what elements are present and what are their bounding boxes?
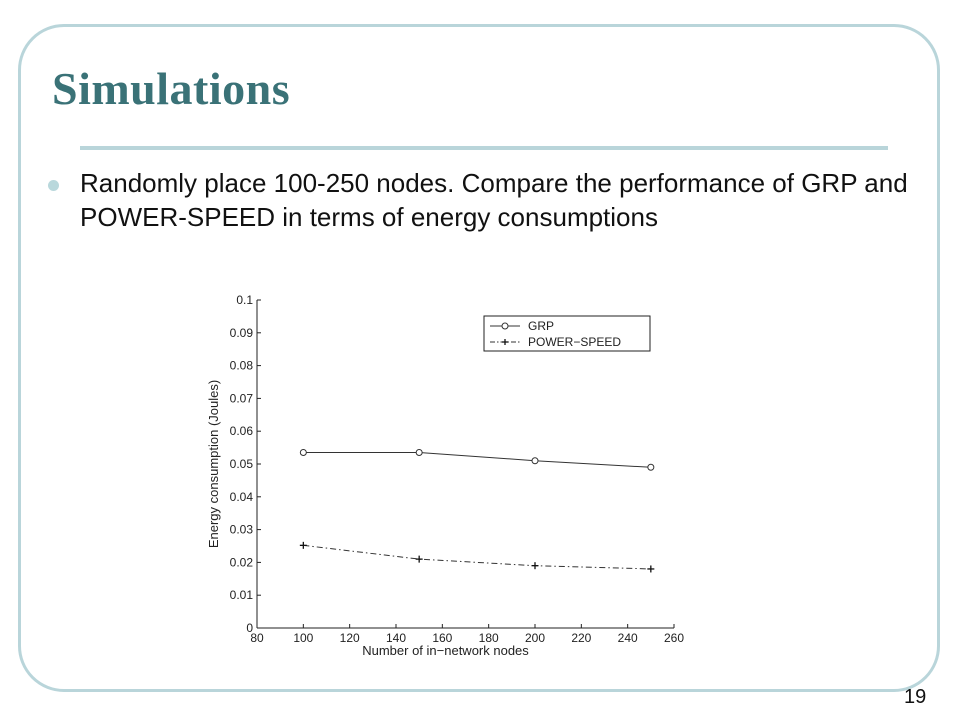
y-tick-label: 0 bbox=[246, 621, 253, 635]
x-tick-label: 100 bbox=[293, 631, 313, 645]
grp-point bbox=[415, 449, 423, 457]
x-tick-label: 140 bbox=[386, 631, 406, 645]
grp-point bbox=[647, 463, 655, 471]
y-tick-label: 0.08 bbox=[230, 359, 254, 373]
bullet-text: Randomly place 100-250 nodes. Compare th… bbox=[80, 168, 908, 232]
energy-chart: 80 100 120 140 160 180 200 220 240 260 0 0.01 0.02 0.… bbox=[206, 293, 684, 658]
x-tick-label: 120 bbox=[340, 631, 360, 645]
y-tick-label: 0.06 bbox=[230, 424, 254, 438]
y-tick-label: 0.03 bbox=[230, 523, 254, 537]
x-axis-label: Number of in−network nodes bbox=[362, 643, 529, 658]
y-tick-label: 0.01 bbox=[230, 588, 254, 602]
y-tick-label: 0.04 bbox=[230, 490, 254, 504]
x-tick-label: 160 bbox=[432, 631, 452, 645]
chart-legend bbox=[483, 315, 651, 352]
power-speed-point bbox=[531, 562, 539, 570]
x-tick-label: 240 bbox=[618, 631, 638, 645]
bullet-dot-icon bbox=[48, 180, 59, 191]
y-tick-label: 0.05 bbox=[230, 457, 254, 471]
y-tick-label: 0.1 bbox=[236, 293, 253, 307]
x-tick-label: 180 bbox=[479, 631, 499, 645]
slide-title: Simulations bbox=[52, 63, 291, 114]
x-tick-label: 260 bbox=[664, 631, 684, 645]
series-line-grp bbox=[303, 452, 651, 468]
power-speed-point bbox=[415, 555, 423, 563]
x-tick-label: 80 bbox=[250, 631, 264, 645]
legend-circle-marker bbox=[501, 322, 509, 330]
x-tick-label: 200 bbox=[525, 631, 545, 645]
y-axis-label: Energy consumption (Joules) bbox=[206, 380, 221, 548]
grp-point bbox=[299, 449, 307, 457]
power-speed-point bbox=[647, 565, 655, 573]
legend-label: GRP bbox=[528, 319, 554, 333]
power-speed-point bbox=[299, 541, 307, 549]
slide-number: 19 bbox=[904, 686, 927, 708]
y-tick-label: 0.02 bbox=[230, 555, 254, 569]
y-tick-label: 0.09 bbox=[230, 326, 254, 340]
y-tick-label: 0.07 bbox=[230, 391, 254, 405]
grp-point bbox=[531, 457, 539, 465]
series-line-power-speed bbox=[303, 544, 651, 570]
title-divider bbox=[80, 146, 888, 150]
x-tick-label: 220 bbox=[571, 631, 591, 645]
slide-frame bbox=[18, 24, 940, 692]
legend-label: POWER−SPEED bbox=[528, 335, 621, 349]
